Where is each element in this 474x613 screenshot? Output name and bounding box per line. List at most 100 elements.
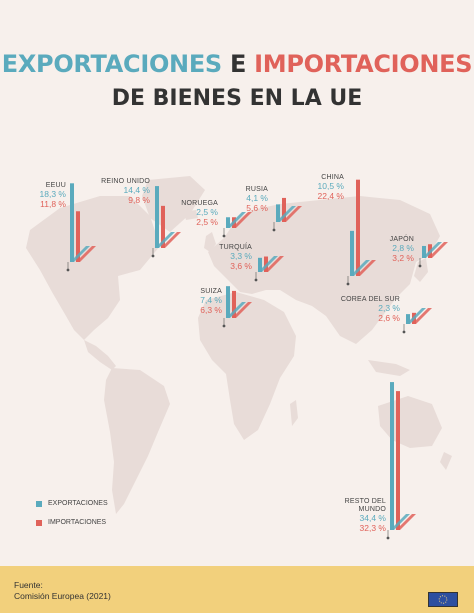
export-value-label: 34,4 % bbox=[359, 513, 386, 524]
label-resto-del-mundo: RESTO DEL MUNDO 34,4 % 32,3 % bbox=[318, 498, 386, 534]
import-bar-tail-japón bbox=[428, 242, 448, 258]
anchor-dot-eeuu bbox=[66, 268, 70, 272]
export-bar-china bbox=[350, 230, 354, 276]
export-value-label: 3,3 % bbox=[230, 251, 252, 262]
export-value-label: 18,3 % bbox=[39, 189, 66, 200]
export-value-label: 4,1 % bbox=[246, 193, 268, 204]
anchor-dot-corea-del-sur bbox=[402, 330, 406, 334]
import-bar-tail-resto-del-mundo bbox=[396, 514, 416, 530]
import-bar-tail-china bbox=[356, 260, 376, 276]
import-bar-tail-turquía bbox=[264, 256, 284, 272]
import-value-label: 9,8 % bbox=[128, 194, 150, 205]
country-name: TURQUÍA bbox=[219, 244, 252, 251]
import-bar-tail-suiza bbox=[232, 302, 252, 318]
import-value-label: 3,2 % bbox=[392, 252, 414, 263]
label-rusia: RUSIA 4,1 % 5,6 % bbox=[232, 186, 268, 214]
export-value-label: 10,5 % bbox=[317, 181, 344, 192]
import-bar-eeuu bbox=[76, 211, 80, 262]
export-bar-corea-del-sur bbox=[406, 314, 410, 324]
anchor-dot-japón bbox=[418, 264, 422, 268]
anchor-dot-rusia bbox=[272, 228, 276, 232]
export-bar-tail-rusia bbox=[276, 206, 296, 222]
anchor-dot-china bbox=[346, 282, 350, 286]
label-eeuu: EEUU 18,3 % 11,8 % bbox=[6, 182, 66, 210]
label-reino-unido: REINO UNIDO 14,4 % 9,8 % bbox=[92, 178, 150, 206]
import-bar-tail-reino-unido bbox=[161, 232, 181, 248]
country-name: EEUU bbox=[45, 182, 66, 189]
source-note: Fuente: Comisión Europea (2021) bbox=[14, 580, 111, 603]
export-bar-tail-eeuu bbox=[70, 246, 90, 262]
anchor-dot-suiza bbox=[222, 324, 226, 328]
import-value-label: 2,5 % bbox=[196, 216, 218, 227]
export-bar-tail-suiza bbox=[226, 302, 246, 318]
import-bar-suiza bbox=[232, 290, 236, 318]
export-bar-eeuu bbox=[70, 183, 74, 262]
export-bar-tail-turquía bbox=[258, 256, 278, 272]
import-bar-reino-unido bbox=[161, 205, 165, 248]
import-bar-china bbox=[356, 179, 360, 276]
legend-label-imports: IMPORTACIONES bbox=[48, 519, 107, 526]
country-name: SUIZA bbox=[200, 288, 222, 295]
import-bar-tail-rusia bbox=[282, 206, 302, 222]
label-turquia: TURQUÍA 3,3 % 3,6 % bbox=[212, 244, 252, 272]
import-bar-tail-noruega bbox=[232, 212, 252, 228]
import-value-label: 5,6 % bbox=[246, 202, 268, 213]
source-label: Fuente: bbox=[14, 580, 43, 590]
title-conjunction: E bbox=[229, 50, 247, 78]
country-name: RUSIA bbox=[245, 186, 268, 193]
country-name: JAPÓN bbox=[389, 236, 414, 243]
country-name: COREA DEL SUR bbox=[340, 296, 400, 303]
world-map-landmass bbox=[26, 176, 452, 514]
bar-marks-layer bbox=[66, 179, 448, 540]
export-bar-tail-noruega bbox=[226, 212, 246, 228]
import-value-label: 32,3 % bbox=[359, 522, 386, 533]
legend-swatch-exports bbox=[36, 500, 42, 507]
legend-imports: IMPORTACIONES bbox=[36, 519, 106, 526]
export-bar-tail-corea-del-sur bbox=[406, 308, 426, 324]
label-noruega: NORUEGA 2,5 % 2,5 % bbox=[176, 200, 218, 228]
import-value-label: 22,4 % bbox=[317, 190, 344, 201]
label-corea-del-sur: COREA DEL SUR 2,3 % 2,6 % bbox=[340, 296, 400, 324]
import-bar-rusia bbox=[282, 197, 286, 222]
import-value-label: 6,3 % bbox=[200, 304, 222, 315]
export-bar-tail-china bbox=[350, 260, 370, 276]
export-bar-resto-del-mundo bbox=[390, 382, 394, 530]
legend-exports: EXPORTACIONES bbox=[36, 500, 108, 507]
page-title-line2: DE BIENES EN LA UE bbox=[111, 86, 363, 111]
export-bar-tail-reino-unido bbox=[155, 232, 175, 248]
country-name: NORUEGA bbox=[181, 200, 218, 207]
legend-swatch-imports bbox=[36, 519, 42, 526]
title-exports-word: EXPORTACIONES bbox=[1, 50, 222, 78]
world-map-chart bbox=[26, 176, 452, 540]
label-suiza: SUIZA 7,4 % 6,3 % bbox=[186, 288, 222, 316]
export-value-label: 2,3 % bbox=[378, 303, 400, 314]
country-name: RESTO DEL MUNDO bbox=[344, 498, 386, 514]
export-bar-tail-resto-del-mundo bbox=[390, 514, 410, 530]
export-bar-rusia bbox=[276, 204, 280, 222]
page-title-line1: EXPORTACIONES E IMPORTACIONES bbox=[0, 50, 474, 78]
export-value-label: 7,4 % bbox=[200, 295, 222, 306]
eu-flag-icon bbox=[428, 592, 458, 607]
export-bar-reino-unido bbox=[155, 186, 159, 248]
anchor-dot-resto-del-mundo bbox=[386, 536, 390, 540]
footer-bar: Fuente: Comisión Europea (2021) bbox=[0, 566, 474, 613]
anchor-dot-noruega bbox=[222, 234, 226, 238]
label-china: CHINA 10,5 % 22,4 % bbox=[304, 174, 344, 202]
export-value-label: 2,8 % bbox=[392, 243, 414, 254]
country-name: CHINA bbox=[321, 174, 344, 181]
export-bar-suiza bbox=[226, 286, 230, 318]
import-value-label: 11,8 % bbox=[40, 198, 66, 209]
anchor-dot-reino-unido bbox=[151, 254, 155, 258]
source-text: Comisión Europea (2021) bbox=[14, 591, 111, 602]
import-value-label: 2,6 % bbox=[378, 312, 400, 323]
import-value-label: 3,6 % bbox=[230, 260, 252, 271]
anchor-dot-turquía bbox=[254, 278, 258, 282]
export-value-label: 2,5 % bbox=[196, 207, 218, 218]
country-name: REINO UNIDO bbox=[101, 178, 150, 185]
legend-label-exports: EXPORTACIONES bbox=[48, 500, 108, 507]
export-bar-japón bbox=[422, 245, 426, 258]
export-bar-turquía bbox=[258, 257, 262, 272]
title-imports-word: IMPORTACIONES bbox=[254, 50, 473, 78]
import-bar-tail-eeuu bbox=[76, 246, 96, 262]
import-bar-tail-corea-del-sur bbox=[412, 308, 432, 324]
